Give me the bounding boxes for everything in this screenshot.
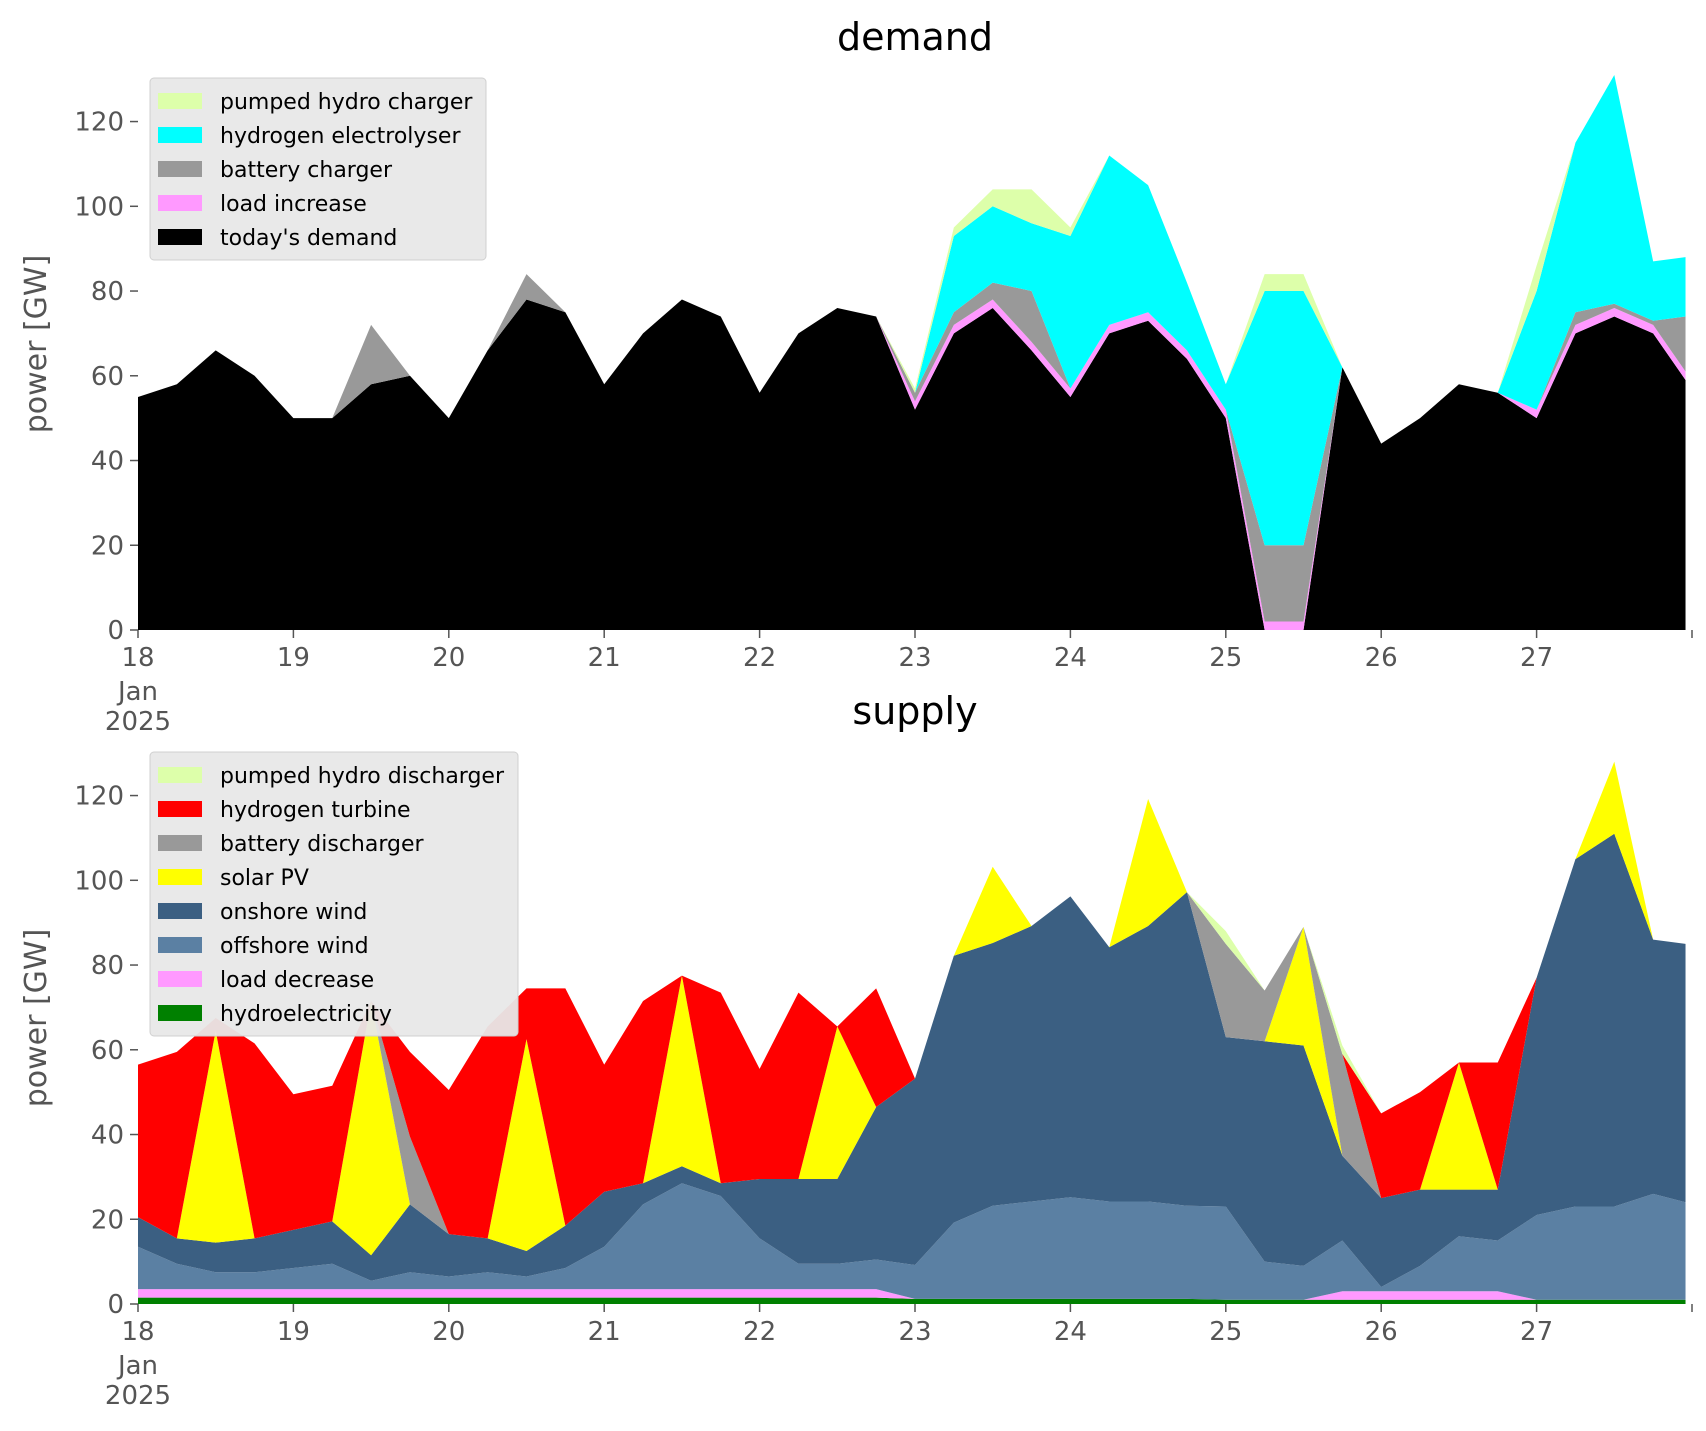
x-tick-label: 18 [121, 643, 154, 673]
y-tick-label: 40 [91, 1121, 124, 1151]
legend-label: battery discharger [220, 832, 425, 857]
legend-box [149, 751, 519, 1037]
x-tick-label: 24 [1054, 1317, 1087, 1347]
legend-swatch [158, 1005, 202, 1021]
y-tick-label: 20 [91, 531, 124, 561]
legend-item-load-increase: load increase [158, 192, 367, 217]
legend-item-offshore-wind: offshore wind [158, 934, 369, 959]
x-tick-label: 23 [898, 643, 931, 673]
legend-swatch [158, 195, 202, 211]
legend-label: today's demand [220, 226, 397, 251]
area-load-decrease [138, 1289, 1686, 1300]
legend-item-today-s-demand: today's demand [158, 226, 397, 251]
legend-item-battery-charger: battery charger [158, 158, 393, 183]
legend-label: onshore wind [220, 900, 367, 925]
legend-label: load increase [220, 192, 367, 217]
y-tick-label: 40 [91, 447, 124, 477]
y-tick-label: 20 [91, 1205, 124, 1235]
x-tick-month-label: Jan [116, 1351, 158, 1381]
area-hydrogen-turbine [138, 761, 1686, 1239]
legend-item-hydrogen-turbine: hydrogen turbine [158, 798, 411, 823]
y-tick-label: 120 [74, 108, 124, 138]
y-tick-label: 120 [74, 782, 124, 812]
legend-box [149, 77, 487, 261]
legend-label: battery charger [220, 158, 393, 183]
y-tick-label: 60 [91, 1036, 124, 1066]
x-tick-label: 20 [432, 643, 465, 673]
legend-swatch [158, 93, 202, 109]
legend-swatch [158, 937, 202, 953]
chart-title: supply [852, 689, 977, 733]
legend-item-solar-pv: solar PV [158, 866, 309, 891]
x-tick-month-label: Jan [116, 677, 158, 707]
x-tick-label: 22 [743, 643, 776, 673]
legend-item-pumped-hydro-discharger: pumped hydro discharger [158, 764, 505, 789]
y-tick-label: 100 [74, 192, 124, 222]
x-tick-year-label: 2025 [105, 1381, 171, 1411]
area-offshore-wind [138, 1183, 1686, 1300]
legend-swatch [158, 903, 202, 919]
legend-swatch [158, 229, 202, 245]
legend-item-pumped-hydro-charger: pumped hydro charger [158, 90, 473, 115]
legend-item-hydroelectricity: hydroelectricity [158, 1002, 392, 1027]
legend-swatch [158, 869, 202, 885]
legend-swatch [158, 971, 202, 987]
area-today-s-demand [138, 299, 1686, 630]
area-hydrogen-electrolyser [138, 74, 1686, 546]
y-tick-label: 0 [107, 1290, 124, 1320]
y-axis-label: power [GW] [19, 929, 54, 1108]
x-tick-label: 26 [1365, 1317, 1398, 1347]
legend-label: solar PV [220, 866, 309, 891]
x-tick-label: 26 [1365, 643, 1398, 673]
legend-item-battery-discharger: battery discharger [158, 832, 425, 857]
legend-label: load decrease [220, 968, 374, 993]
x-tick-label: 23 [898, 1317, 931, 1347]
x-tick-label: 22 [743, 1317, 776, 1347]
legend-swatch [158, 127, 202, 143]
x-tick-label: 27 [1520, 643, 1553, 673]
x-tick-label: 25 [1209, 1317, 1242, 1347]
legend-label: hydrogen turbine [220, 798, 411, 823]
x-tick-label: 21 [588, 1317, 621, 1347]
x-tick-label: 20 [432, 1317, 465, 1347]
legend-label: pumped hydro discharger [220, 764, 505, 789]
legend: pumped hydro discharger hydrogen turbine b… [149, 751, 519, 1037]
y-tick-label: 60 [91, 362, 124, 392]
x-tick-label: 19 [277, 1317, 310, 1347]
legend-item-hydrogen-electrolyser: hydrogen electrolyser [158, 124, 461, 149]
area-onshore-wind [138, 833, 1686, 1288]
chart-title: demand [837, 15, 993, 59]
legend-swatch [158, 767, 202, 783]
x-tick-label: 18 [121, 1317, 154, 1347]
x-tick-label: 27 [1520, 1317, 1553, 1347]
legend-label: pumped hydro charger [220, 90, 473, 115]
x-tick-label: 25 [1209, 643, 1242, 673]
x-tick-label: 21 [588, 643, 621, 673]
legend: pumped hydro charger hydrogen electrolyse… [149, 77, 487, 261]
legend-swatch [158, 161, 202, 177]
legend-swatch [158, 835, 202, 851]
area-hydroelectricity [138, 1297, 1686, 1304]
legend-label: hydrogen electrolyser [220, 124, 461, 149]
area-solar-pv [138, 761, 1686, 1256]
x-tick-year-label: 2025 [105, 707, 171, 737]
y-tick-label: 80 [91, 951, 124, 981]
legend-label: hydroelectricity [220, 1002, 392, 1027]
legend-label: offshore wind [220, 934, 369, 959]
y-tick-label: 80 [91, 277, 124, 307]
y-tick-label: 0 [107, 616, 124, 646]
y-axis-label: power [GW] [19, 255, 54, 434]
legend-swatch [158, 801, 202, 817]
legend-item-load-decrease: load decrease [158, 968, 374, 993]
y-tick-label: 100 [74, 866, 124, 896]
x-tick-label: 19 [277, 643, 310, 673]
x-tick-label: 24 [1054, 643, 1087, 673]
legend-item-onshore-wind: onshore wind [158, 900, 367, 925]
